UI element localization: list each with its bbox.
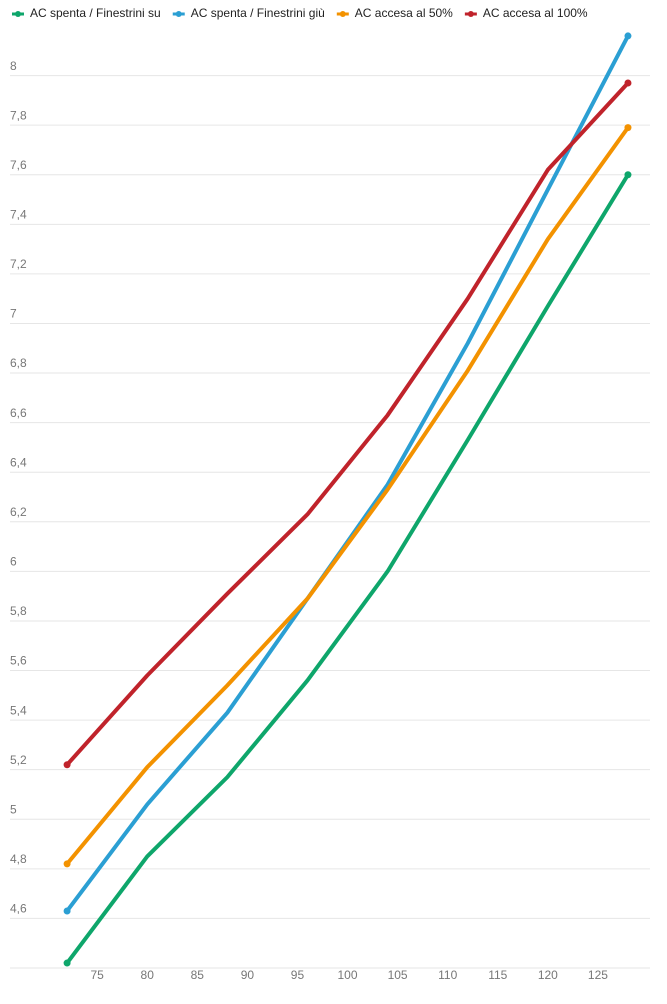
y-tick-label: 5,2 (10, 753, 27, 767)
end-point (624, 124, 632, 132)
legend-label: AC spenta / Finestrini giù (191, 6, 325, 20)
x-tick-label: 100 (338, 968, 358, 982)
legend-dot (467, 11, 474, 17)
y-tick-label: 4,6 (10, 902, 27, 916)
series-line (65, 125, 630, 866)
legend-dot (339, 11, 346, 17)
end-point (63, 860, 71, 868)
x-tick-label: 105 (388, 968, 408, 982)
series-line (65, 33, 630, 913)
end-point (63, 761, 71, 769)
y-tick-label: 7,6 (10, 158, 27, 172)
y-tick-label: 7,8 (10, 108, 27, 122)
y-tick-label: 7,4 (10, 207, 27, 221)
y-tick-label: 6,2 (10, 505, 27, 519)
y-tick-label: 6,6 (10, 406, 27, 420)
x-tick-label: 90 (241, 968, 255, 982)
y-tick-label: 8 (10, 59, 17, 73)
end-point (624, 32, 632, 40)
x-tick-label: 95 (291, 968, 305, 982)
y-tick-label: 7 (10, 307, 17, 321)
x-tick-label: 120 (538, 968, 558, 982)
series-line (65, 81, 630, 767)
y-tick-label: 5 (10, 802, 17, 816)
y-tick-label: 6 (10, 555, 17, 569)
y-tick-label: 5,4 (10, 703, 27, 717)
x-tick-label: 85 (191, 968, 205, 982)
legend-item: AC spenta / Finestrini giù (172, 6, 325, 20)
series-line (65, 172, 630, 966)
y-tick-label: 6,4 (10, 455, 27, 469)
legend-dot (15, 11, 21, 17)
y-tick-label: 4,8 (10, 852, 27, 866)
x-tick-label: 125 (588, 968, 608, 982)
legend-dot (175, 11, 182, 17)
x-tick-label: 75 (90, 968, 104, 982)
legend-label: AC spenta / Finestrini su (30, 6, 161, 20)
y-tick-label: 5,8 (10, 604, 27, 618)
y-tick-label: 7,2 (10, 257, 27, 271)
end-point (624, 171, 632, 179)
legend-item: AC accesa al 100% (464, 6, 588, 20)
legend-label: AC accesa al 100% (483, 6, 588, 20)
legend-item: AC accesa al 50% (336, 6, 453, 20)
legend-label: AC accesa al 50% (355, 6, 453, 20)
x-tick-label: 115 (488, 968, 507, 982)
y-tick-label: 6,8 (10, 356, 27, 370)
x-tick-label: 80 (141, 968, 155, 982)
y-tick-label: 5,6 (10, 654, 27, 668)
end-point (63, 959, 71, 967)
legend-item: AC spenta / Finestrini su (12, 6, 161, 20)
end-point (624, 79, 632, 87)
end-point (63, 907, 71, 915)
x-tick-label: 110 (438, 968, 457, 982)
